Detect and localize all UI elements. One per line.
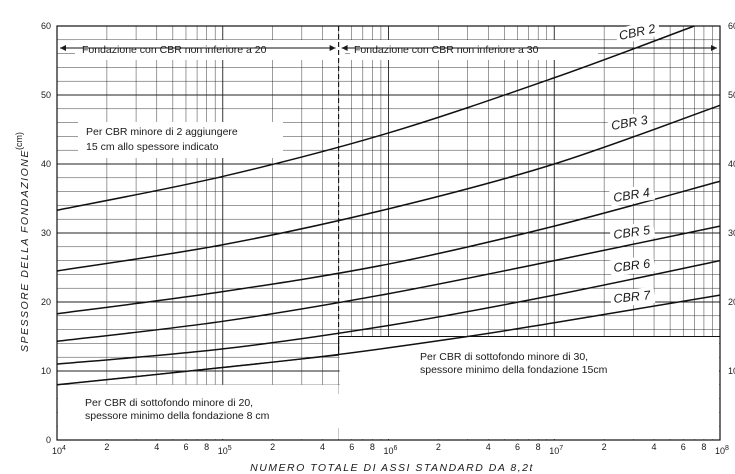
x-minor-tick-label: 2 <box>436 442 441 452</box>
note-min20-line1: Per CBR di sottofondo minore di 20, <box>85 397 253 409</box>
x-minor-tick-label: 6 <box>515 442 520 452</box>
x-minor-tick-label: 8 <box>204 442 209 452</box>
band-annotations: Fondazione con CBR non inferiore a 20 Fo… <box>82 44 539 56</box>
curve-cbr-3 <box>56 104 721 272</box>
annotation-bg <box>78 122 283 158</box>
y-tick-label: 30 <box>41 228 51 238</box>
annotation-bg <box>75 40 345 60</box>
x-minor-tick-label: 8 <box>701 442 706 452</box>
y-tick-label: 60 <box>41 21 51 31</box>
y-tick-label-right: 50 <box>728 90 735 100</box>
y-tick-label-right: 30 <box>728 228 735 238</box>
y-tick-label: 40 <box>41 159 51 169</box>
x-major-tick-label: 104 <box>52 445 66 456</box>
arrow-head <box>341 45 348 51</box>
note-cbr2-line2: 15 cm allo spessore indicato <box>86 141 219 153</box>
band-left-label: Fondazione con CBR non inferiore a 20 <box>82 44 267 56</box>
y-tick-label: 20 <box>41 297 51 307</box>
y-axis-unit: (cm) <box>14 132 24 150</box>
x-minor-tick-label: 4 <box>486 442 491 452</box>
y-tick-label: 0 <box>46 435 51 445</box>
x-minor-tick-label: 8 <box>536 442 541 452</box>
y-tick-label-right: 10 <box>728 366 735 376</box>
band-right-label: Fondazione con CBR non inferiore a 30 <box>354 44 539 56</box>
x-minor-tick-label: 4 <box>652 442 657 452</box>
curve-cbr-4 <box>56 180 721 315</box>
x-major-tick-label: 107 <box>549 445 563 456</box>
min30-region <box>339 336 719 439</box>
y-tick-label: 50 <box>41 90 51 100</box>
x-major-tick-label: 106 <box>384 445 398 456</box>
x-major-tick-label: 108 <box>715 445 729 456</box>
axis-titles: SPESSORE DELLA FONDAZIONE (cm) NUMERO TO… <box>14 132 534 474</box>
x-axis-label: NUMERO TOTALE DI ASSI STANDARD DA 8,2t <box>250 462 534 474</box>
curve-label-bg <box>609 221 656 244</box>
curve-cbr-5 <box>56 225 721 343</box>
x-minor-tick-label: 6 <box>681 442 686 452</box>
y-tick-label-right: 20 <box>728 297 735 307</box>
x-minor-tick-label: 2 <box>602 442 607 452</box>
curve-label-cbr-4: CBR 4 <box>612 185 651 205</box>
curve-label-bg <box>609 255 656 277</box>
curve-label-bg <box>614 19 661 45</box>
curves <box>56 25 721 386</box>
note-min30-line1: Per CBR di sottofondo minore di 30, <box>420 351 588 363</box>
note-cbr2: Per CBR minore di 2 aggiungere 15 cm all… <box>86 126 238 153</box>
curve-cbr-7 <box>56 294 721 386</box>
arrow-head <box>329 45 336 51</box>
x-minor-tick-label: 6 <box>349 442 354 452</box>
axes <box>56 25 721 441</box>
curve-label-cbr-5: CBR 5 <box>612 223 650 242</box>
x-minor-tick-label: 4 <box>154 442 159 452</box>
note-cbr2-line1: Per CBR minore di 2 aggiungere <box>86 126 238 138</box>
y-tick-label-right: 40 <box>728 159 735 169</box>
curve-label-bg <box>609 286 656 308</box>
note-min30-line2: spessore minimo della fondazione 15cm <box>420 364 608 376</box>
note-min30: Per CBR di sottofondo minore di 30, spes… <box>420 351 608 376</box>
x-major-tick-label: 105 <box>218 445 232 456</box>
y-tick-label: 10 <box>41 366 51 376</box>
annotation-bg <box>350 40 598 60</box>
min20-region <box>58 384 339 439</box>
y-axis-label: SPESSORE DELLA FONDAZIONE <box>19 149 31 352</box>
y-tick-label-right: 60 <box>728 21 735 31</box>
curve-cbr-2 <box>56 25 695 211</box>
note-min20: Per CBR di sottofondo minore di 20, spes… <box>85 397 270 422</box>
x-minor-tick-label: 2 <box>104 442 109 452</box>
arrow-head <box>60 45 66 51</box>
curve-label-cbr-7: CBR 7 <box>613 288 652 306</box>
x-minor-tick-label: 2 <box>270 442 275 452</box>
curve-label-bg <box>606 111 654 135</box>
arrow-head <box>711 45 717 51</box>
x-minor-tick-label: 8 <box>370 442 375 452</box>
tick-labels: 0 10 20 30 40 50 60 60 50 40 30 20 10 104 105 106 107 108… <box>41 21 735 456</box>
note-min20-line2: spessore minimo della fondazione 8 cm <box>85 410 270 422</box>
x-minor-tick-label: 6 <box>183 442 188 452</box>
curve-label-bg <box>609 183 656 207</box>
curve-cbr-6 <box>56 259 721 365</box>
plot-frame <box>56 25 721 441</box>
curve-label-cbr-3: CBR 3 <box>610 113 649 133</box>
curve-label-cbr-6: CBR 6 <box>613 257 651 275</box>
x-minor-tick-label: 4 <box>320 442 325 452</box>
